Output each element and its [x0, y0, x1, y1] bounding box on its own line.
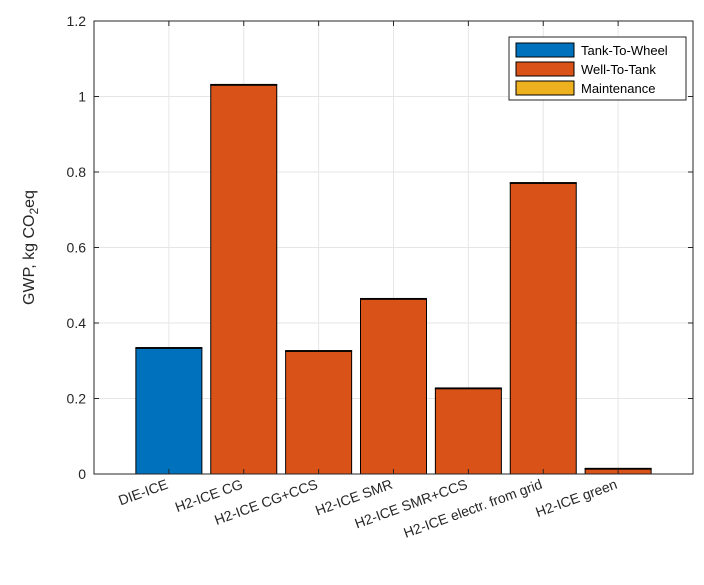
- bar-maintenance: [434, 387, 502, 390]
- legend-swatch: [515, 42, 575, 58]
- y-axis: 0 0.2 0.4 0.6 0.8 1 1.2: [67, 13, 693, 482]
- legend-label: Tank-To-Wheel: [581, 43, 668, 58]
- bar-well-to-tank: [285, 350, 353, 475]
- legend-swatch: [515, 61, 575, 77]
- bar-maintenance: [285, 350, 353, 352]
- y-tick-label: 1.2: [67, 13, 87, 29]
- bar-maintenance: [210, 83, 278, 86]
- y-axis-label: GWP, kg CO2eq: [21, 190, 41, 305]
- bar-well-to-tank: [434, 388, 502, 475]
- bar-maintenance: [509, 182, 577, 184]
- bar-maintenance: [135, 347, 203, 349]
- bars: [135, 83, 652, 475]
- y-tick-label: 0.2: [67, 391, 87, 407]
- x-tick-label: DIE-ICE: [116, 476, 170, 509]
- bar-well-to-tank: [360, 298, 427, 475]
- bar-well-to-tank: [210, 84, 278, 475]
- legend-label: Maintenance: [581, 81, 655, 96]
- bar-maintenance: [584, 467, 652, 470]
- y-tick-label: 0: [78, 466, 86, 482]
- bar-tank-to-wheel: [135, 347, 203, 475]
- bar-well-to-tank: [509, 182, 577, 475]
- y-axis-label-tail: eq: [21, 190, 38, 208]
- y-axis-label-sub: 2: [27, 208, 41, 215]
- y-tick-label: 0.8: [67, 164, 87, 180]
- y-tick-label: 0.6: [67, 240, 87, 256]
- bar-maintenance: [360, 297, 427, 300]
- y-tick-label: 0.4: [67, 315, 87, 331]
- legend-label: Well-To-Tank: [581, 62, 656, 77]
- legend: Tank-To-Wheel Well-To-Tank Maintenance: [508, 36, 687, 101]
- y-tick-label: 1: [78, 89, 86, 105]
- y-axis-label-main: GWP, kg CO: [21, 215, 38, 305]
- legend-swatch: [515, 80, 575, 96]
- x-tick-label: H2-ICE green: [533, 476, 619, 520]
- x-tick-label: H2-ICE electr. from grid: [401, 476, 544, 541]
